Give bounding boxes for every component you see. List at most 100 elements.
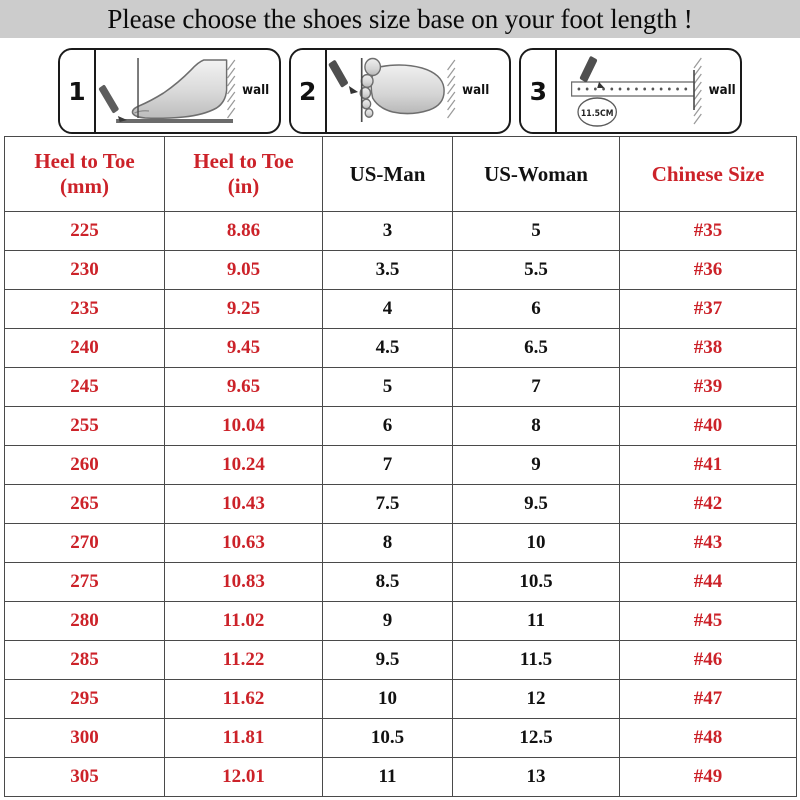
table-row: 275 10.83 8.5 10.5 #44	[4, 562, 797, 602]
foot-side-view-icon: wall	[98, 58, 269, 123]
header-us-woman: US-Woman	[452, 136, 620, 212]
cell-heel-to-toe-mm: 305	[4, 757, 165, 797]
cell-us-man: 3.5	[322, 250, 453, 290]
cell-heel-to-toe-mm: 295	[4, 679, 165, 719]
cell-us-man: 10.5	[322, 718, 453, 758]
cell-heel-to-toe-in: 11.22	[164, 640, 323, 680]
ruler-measure-icon: 11.5CM wall	[571, 56, 736, 127]
cell-chinese-size: #47	[619, 679, 797, 719]
cell-us-woman: 12	[452, 679, 620, 719]
cell-us-woman: 10.5	[452, 562, 620, 602]
cell-us-man: 8	[322, 523, 453, 563]
cell-us-woman: 11	[452, 601, 620, 641]
header-line-2: (mm)	[60, 174, 109, 198]
panel-1-wall-label: wall	[242, 81, 269, 97]
panel-step-1: 1	[58, 48, 281, 134]
cell-us-woman: 10	[452, 523, 620, 563]
cell-us-woman: 7	[452, 367, 620, 407]
cell-us-man: 9.5	[322, 640, 453, 680]
cell-heel-to-toe-mm: 275	[4, 562, 165, 602]
cell-us-man: 7.5	[322, 484, 453, 524]
table-row: 230 9.05 3.5 5.5 #36	[4, 250, 797, 290]
header-us-man: US-Man	[322, 136, 453, 212]
cell-heel-to-toe-in: 10.43	[164, 484, 323, 524]
cell-chinese-size: #40	[619, 406, 797, 446]
cell-heel-to-toe-mm: 265	[4, 484, 165, 524]
cell-heel-to-toe-in: 11.62	[164, 679, 323, 719]
cell-us-woman: 9	[452, 445, 620, 485]
page-title: Please choose the shoes size base on you…	[107, 3, 693, 34]
cell-heel-to-toe-in: 12.01	[164, 757, 323, 797]
cell-us-woman: 5	[452, 211, 620, 251]
cell-us-woman: 12.5	[452, 718, 620, 758]
cell-chinese-size: #43	[619, 523, 797, 563]
panel-3-body: 11.5CM wall	[557, 50, 740, 132]
cell-us-man: 3	[322, 211, 453, 251]
cell-us-woman: 8	[452, 406, 620, 446]
cell-us-woman: 9.5	[452, 484, 620, 524]
table-row: 225 8.86 3 5 #35	[4, 211, 797, 251]
cell-chinese-size: #45	[619, 601, 797, 641]
instruction-panels: 1	[58, 48, 743, 134]
title-banner: Please choose the shoes size base on you…	[0, 0, 800, 38]
shoe-size-table: Heel to Toe (mm) Heel to Toe (in) US-Man…	[4, 136, 797, 797]
table-row: 235 9.25 4 6 #37	[4, 289, 797, 329]
cell-chinese-size: #46	[619, 640, 797, 680]
header-heel-to-toe-in: Heel to Toe (in)	[164, 136, 323, 212]
cell-heel-to-toe-mm: 235	[4, 289, 165, 329]
panel-3-number: 3	[521, 50, 558, 132]
cell-chinese-size: #37	[619, 289, 797, 329]
table-body: 225 8.86 3 5 #35 230 9.05 3.5 5.5 #36 235 9.25 4 6 #37…	[4, 211, 797, 797]
header-line-2: (in)	[227, 174, 260, 198]
cell-heel-to-toe-in: 9.25	[164, 289, 323, 329]
cell-chinese-size: #36	[619, 250, 797, 290]
table-row: 300 11.81 10.5 12.5 #48	[4, 718, 797, 758]
table-row: 245 9.65 5 7 #39	[4, 367, 797, 407]
cell-us-woman: 5.5	[452, 250, 620, 290]
panel-2-wall-label: wall	[462, 81, 489, 97]
cell-us-woman: 13	[452, 757, 620, 797]
table-row: 285 11.22 9.5 11.5 #46	[4, 640, 797, 680]
table-header-row: Heel to Toe (mm) Heel to Toe (in) US-Man…	[4, 136, 797, 212]
cell-us-man: 10	[322, 679, 453, 719]
table-row: 260 10.24 7 9 #41	[4, 445, 797, 485]
cell-us-man: 4	[322, 289, 453, 329]
cell-us-man: 8.5	[322, 562, 453, 602]
cell-us-man: 11	[322, 757, 453, 797]
cell-chinese-size: #44	[619, 562, 797, 602]
table-row: 280 11.02 9 11 #45	[4, 601, 797, 641]
panel-1-number: 1	[60, 50, 96, 132]
cell-heel-to-toe-mm: 225	[4, 211, 165, 251]
table-row: 265 10.43 7.5 9.5 #42	[4, 484, 797, 524]
cell-us-man: 4.5	[322, 328, 453, 368]
panel-2-number: 2	[290, 50, 327, 132]
foot-top-view-icon: wall	[328, 57, 489, 122]
panel-3-measure-label: 11.5CM	[581, 108, 614, 118]
cell-chinese-size: #39	[619, 367, 797, 407]
cell-us-man: 9	[322, 601, 453, 641]
cell-us-woman: 11.5	[452, 640, 620, 680]
cell-heel-to-toe-mm: 260	[4, 445, 165, 485]
cell-us-man: 7	[322, 445, 453, 485]
header-line-1: Heel to Toe	[34, 149, 135, 174]
table-row: 270 10.63 8 10 #43	[4, 523, 797, 563]
header-chinese-size: Chinese Size	[619, 136, 797, 212]
cell-heel-to-toe-in: 10.63	[164, 523, 323, 563]
cell-heel-to-toe-in: 11.81	[164, 718, 323, 758]
cell-heel-to-toe-in: 9.65	[164, 367, 323, 407]
panel-step-3: 3	[519, 48, 743, 134]
cell-heel-to-toe-in: 10.04	[164, 406, 323, 446]
panel-1-body: wall	[96, 50, 279, 132]
cell-heel-to-toe-mm: 230	[4, 250, 165, 290]
cell-us-woman: 6.5	[452, 328, 620, 368]
cell-chinese-size: #42	[619, 484, 797, 524]
panel-2-body: wall	[327, 50, 510, 132]
cell-heel-to-toe-mm: 280	[4, 601, 165, 641]
cell-heel-to-toe-mm: 245	[4, 367, 165, 407]
cell-us-man: 6	[322, 406, 453, 446]
cell-heel-to-toe-in: 9.45	[164, 328, 323, 368]
cell-us-man: 5	[322, 367, 453, 407]
cell-heel-to-toe-in: 9.05	[164, 250, 323, 290]
cell-heel-to-toe-mm: 270	[4, 523, 165, 563]
